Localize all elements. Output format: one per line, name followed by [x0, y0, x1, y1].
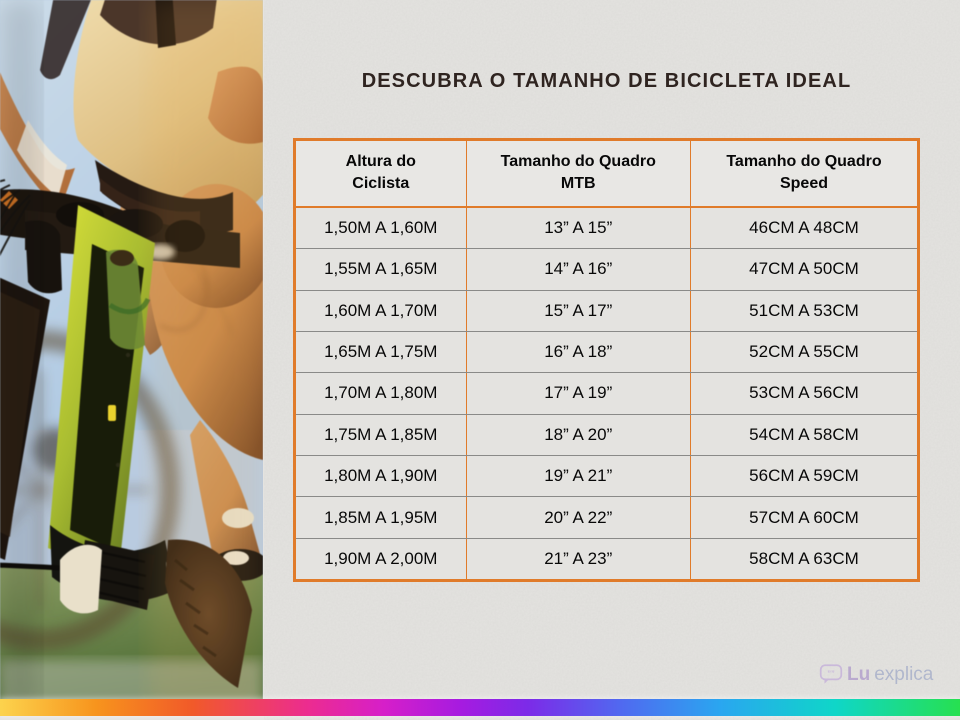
- svg-text:””: ””: [827, 669, 835, 678]
